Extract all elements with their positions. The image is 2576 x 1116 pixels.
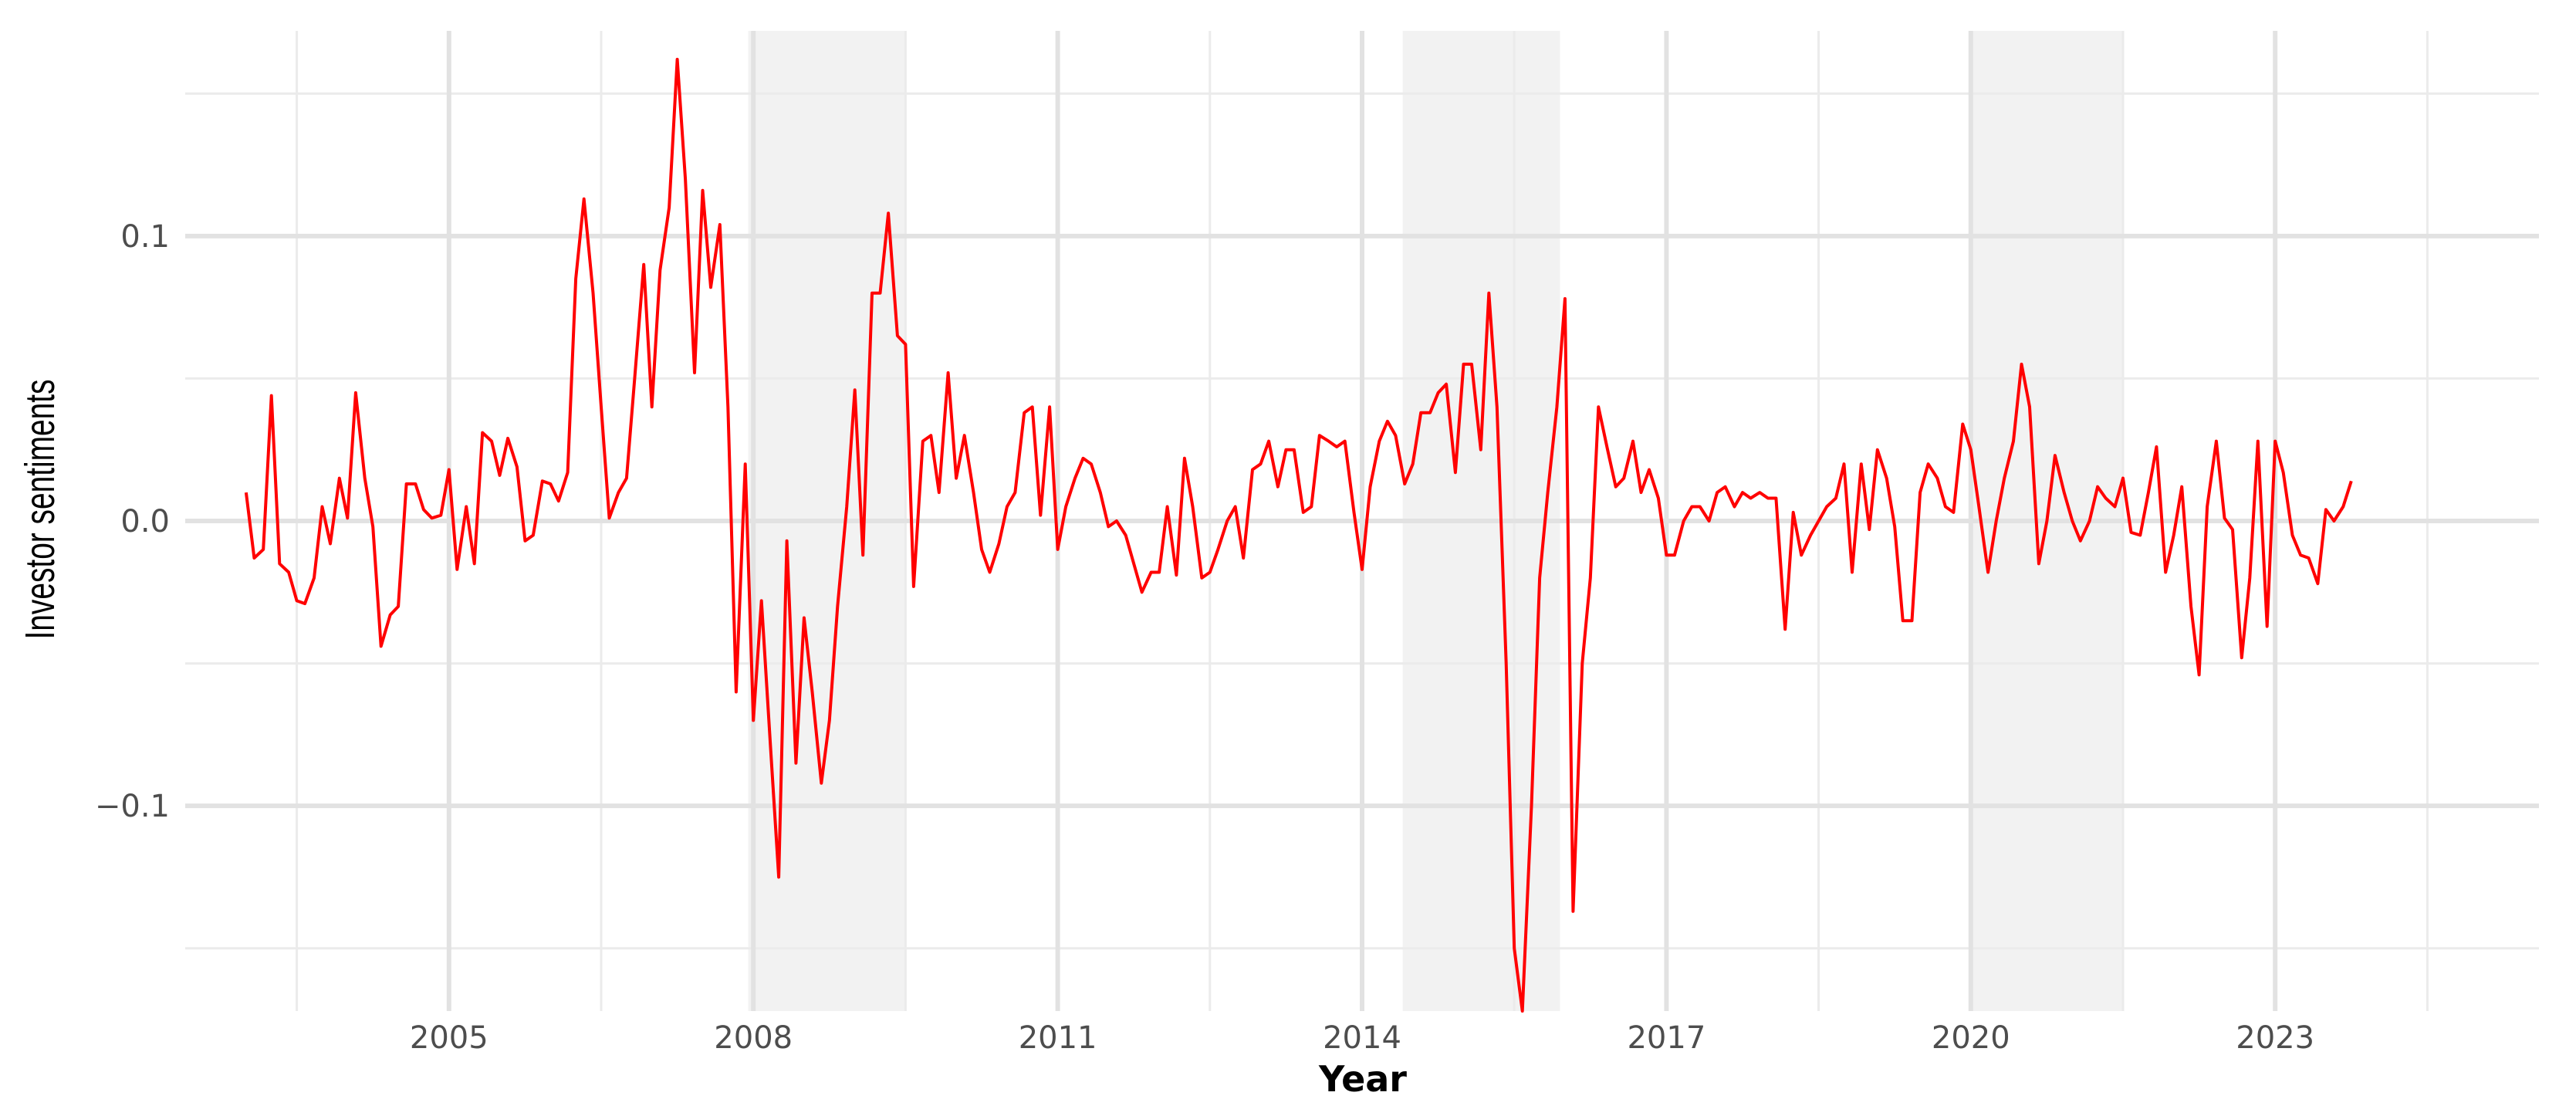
x-tick-label: 2005: [410, 1020, 488, 1056]
x-tick-label: 2014: [1323, 1020, 1401, 1056]
x-tick-label: 2008: [714, 1020, 793, 1056]
x-tick-label: 2020: [1932, 1020, 2010, 1056]
x-tick-labels: 2005 2008 2011 2014 2017 2020 2023: [410, 1020, 2314, 1056]
y-axis-title: Investor sentiments: [16, 379, 63, 639]
series-layer: [244, 57, 2353, 1013]
major-gridlines: [185, 31, 2539, 1011]
x-tick-label: 2011: [1019, 1020, 1097, 1056]
series-line-1: [244, 57, 2353, 1013]
x-tick-label: 2023: [2236, 1020, 2314, 1056]
x-axis-title: Year: [1318, 1058, 1407, 1100]
y-tick-labels: −0.1 0.0 0.1: [95, 219, 170, 824]
y-tick-label: 0.1: [120, 219, 170, 255]
y-tick-label: 0.0: [120, 504, 170, 539]
y-tick-label: −0.1: [95, 789, 170, 824]
x-tick-label: 2017: [1627, 1020, 1706, 1056]
